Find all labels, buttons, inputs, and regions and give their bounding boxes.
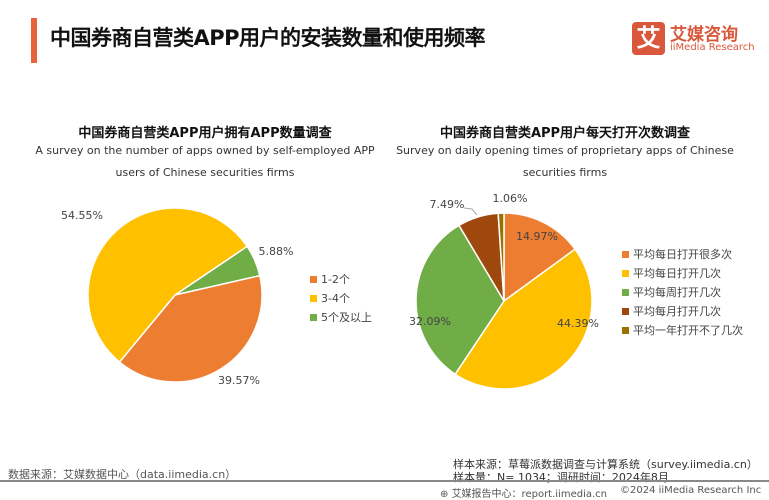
chart1-data-label: 5.88% [259, 245, 294, 258]
chart2-legend-label: 平均每日打开几次 [633, 266, 721, 280]
chart2-subtitle: Survey on daily opening times of proprie… [396, 144, 734, 179]
chart1-slice-1 [87, 207, 249, 364]
chart2-legend-swatch [622, 270, 629, 277]
chart2-data-label: 14.97% [516, 230, 558, 243]
chart1-title: 中国券商自营类APP用户拥有APP数量调查 [78, 126, 332, 141]
report-center: ⊕ 艾媒报告中心：report.iimedia.cn [440, 485, 607, 500]
chart2-data-label: 44.39% [557, 317, 599, 330]
title-accent-bar [31, 18, 37, 63]
sample-size: 样本量：N= 1034；调研时间：2024年8月 [453, 471, 669, 484]
report-center-text: 艾媒报告中心：report.iimedia.cn [451, 489, 608, 500]
chart2-data-label: 7.49% [430, 198, 465, 211]
page-title: 中国券商自营类APP用户的安装数量和使用频率 [50, 26, 486, 50]
chart2-slice-1 [454, 248, 593, 390]
chart2-slice-2 [415, 224, 505, 376]
chart1-legend-swatch [310, 276, 317, 283]
globe-icon: ⊕ [440, 489, 452, 500]
chart1-legend-swatch [310, 314, 317, 321]
chart2-legend-swatch [622, 251, 629, 258]
chart2-leader-line [463, 207, 478, 216]
chart2-legend-swatch [622, 327, 629, 334]
chart2-data-label: 1.06% [493, 192, 528, 205]
logo-mark: 艾 [632, 22, 665, 55]
chart2-title: 中国券商自营类APP用户每天打开次数调查 [439, 126, 691, 141]
chart1-legend-label: 5个及以上 [321, 311, 372, 324]
logo-text-cn: 艾媒咨询 [670, 25, 738, 45]
footer-divider [0, 480, 769, 482]
chart2-slice-0 [503, 212, 577, 303]
logo-text-en: iiMedia Research [670, 42, 755, 53]
chart2-legend-label: 平均每日打开很多次 [633, 247, 732, 261]
chart2-legend-swatch [622, 289, 629, 296]
chart1-slice-0 [118, 274, 263, 383]
chart1-subtitle: A survey on the number of apps owned by … [35, 144, 375, 179]
chart1-data-label: 39.57% [218, 374, 260, 387]
chart2-legend-label: 平均每周打开几次 [633, 285, 721, 299]
chart1-legend-label: 3-4个 [321, 292, 350, 305]
chart2-legend-label: 平均一年打开不了几次 [633, 323, 743, 337]
chart2-legend-swatch [622, 308, 629, 315]
data-source: 数据来源：艾媒数据中心（data.iimedia.cn） [8, 468, 237, 481]
chart1-data-label: 54.55% [61, 209, 103, 222]
chart1-legend-label: 1-2个 [321, 273, 350, 286]
chart2-legend-label: 平均每月打开几次 [633, 304, 721, 318]
chart2-data-label: 32.09% [409, 315, 451, 328]
chart2-slice-4 [497, 212, 505, 302]
chart1-legend-swatch [310, 295, 317, 302]
copyright: ©2024 iiMedia Research Inc [620, 485, 762, 496]
sample-source: 样本来源：草莓派数据调查与计算系统（survey.iimedia.cn） [453, 458, 758, 471]
